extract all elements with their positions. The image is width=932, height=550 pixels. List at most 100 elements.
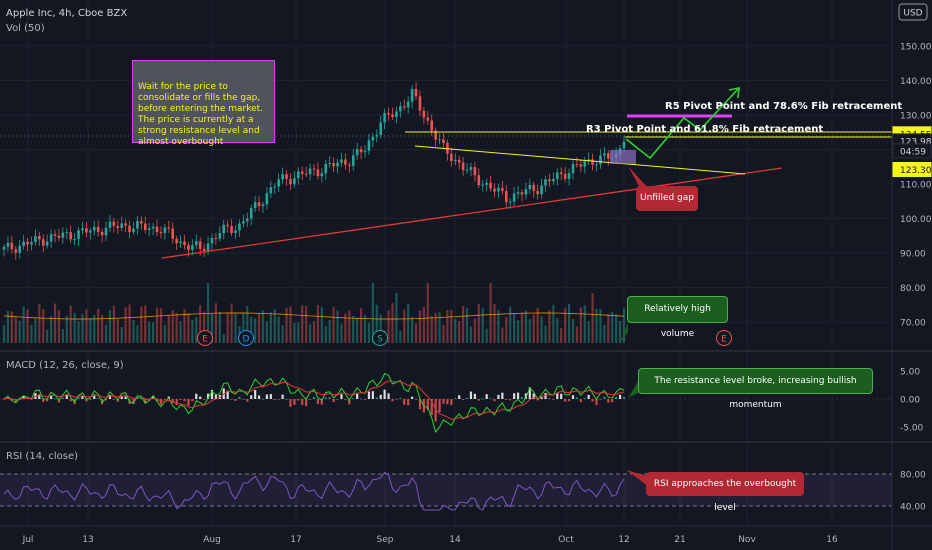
macd-histogram-bar	[426, 399, 429, 411]
note-box[interactable]: Wait for the price to consolidate or fil…	[132, 60, 275, 147]
volume-callout[interactable]: Relatively high volume	[627, 296, 728, 339]
candle-body	[261, 204, 265, 207]
macd-histogram-bar	[567, 399, 571, 402]
volume-bar	[422, 307, 425, 343]
candle-body	[175, 238, 178, 244]
candle-body	[273, 186, 277, 188]
support-trendline[interactable]	[161, 167, 783, 259]
candle-body	[49, 234, 53, 242]
time-tick-label: Nov	[738, 535, 756, 545]
candle-body	[351, 155, 355, 166]
macd-histogram-bar	[199, 396, 202, 399]
projection-path[interactable]	[625, 88, 739, 160]
price-candles	[2, 82, 626, 260]
gap-callout[interactable]: Unfilled gap	[636, 186, 698, 211]
macd-histogram-bar	[242, 398, 245, 400]
rsi-callout[interactable]: RSI approaches the overbought level	[646, 472, 804, 513]
volume-bar	[167, 315, 170, 343]
volume-bar	[285, 307, 288, 343]
candle-body	[359, 149, 363, 153]
candle-body	[461, 162, 465, 171]
candle-body	[528, 184, 532, 190]
volume-bar	[332, 306, 335, 343]
volume-bar	[155, 307, 159, 343]
volume-bar	[544, 325, 547, 343]
candle-body	[104, 227, 108, 236]
volume-bar	[281, 325, 284, 343]
price-badge	[892, 143, 932, 159]
macd-histogram-bar	[152, 396, 155, 399]
time-tick-label: 21	[674, 535, 685, 545]
macd-histogram-bar	[560, 393, 563, 399]
macd-histogram-bar	[159, 399, 163, 405]
macd-histogram-bar	[22, 396, 25, 399]
volume-bar	[140, 306, 143, 343]
volume-bar	[340, 323, 343, 343]
volume-bar	[230, 303, 233, 343]
volume-bar	[348, 310, 351, 343]
macd-histogram-bar	[403, 399, 406, 405]
candle-body	[300, 171, 304, 174]
macd-histogram-bar	[520, 397, 524, 399]
macd-histogram-bar	[293, 399, 296, 405]
macd-histogram-bar	[513, 393, 516, 399]
macd-histogram-bar	[265, 394, 269, 399]
candle-body	[355, 149, 359, 156]
volume-bar	[363, 315, 367, 343]
candle-body	[281, 174, 284, 180]
macd-histogram-bar	[46, 399, 49, 402]
volume-bar	[34, 317, 37, 343]
volume-bar	[359, 308, 363, 343]
volume-bar	[257, 313, 261, 343]
candle-body	[453, 159, 457, 162]
volume-bar	[391, 303, 394, 343]
macd-histogram-bar	[187, 399, 190, 406]
volume-bar	[595, 308, 598, 343]
macd-histogram-bar	[454, 398, 457, 399]
candle-body	[65, 232, 69, 234]
volume-bar	[399, 330, 402, 343]
macd-histogram-bar	[462, 399, 465, 400]
gap-highlight	[610, 150, 636, 164]
macd-histogram-bar	[273, 399, 276, 401]
macd-callout-text: The resistance level broke, increasing b…	[654, 376, 857, 410]
candle-body	[38, 236, 41, 240]
candle-body	[132, 228, 135, 232]
candle-body	[222, 224, 226, 234]
volume-bar	[289, 306, 292, 343]
macd-histogram-bar	[548, 398, 551, 399]
candle-body	[89, 230, 92, 233]
time-tick-label: Jul	[22, 535, 34, 545]
candle-body	[497, 187, 500, 192]
candle-body	[402, 106, 406, 108]
macd-histogram-bar	[203, 399, 206, 400]
candle-body	[202, 248, 206, 251]
candle-body	[465, 169, 469, 171]
volume-bar	[89, 318, 92, 343]
macd-callout[interactable]: The resistance level broke, increasing b…	[638, 368, 873, 410]
price-badge	[892, 162, 932, 178]
volume-bar	[136, 325, 139, 343]
volume-bar	[571, 318, 575, 343]
candle-body	[45, 241, 49, 246]
time-axis[interactable]: Jul 13 Aug 17 Sep 14 Oct 12 21 Nov 16	[22, 535, 838, 545]
candle-body	[552, 179, 555, 182]
volume-bar	[85, 309, 88, 343]
volume-bar	[195, 316, 198, 343]
macd-histogram-bar	[305, 399, 308, 407]
macd-histogram-bar	[615, 396, 618, 399]
volume-bar	[367, 322, 371, 343]
macd-histogram-bar	[2, 399, 6, 400]
volume-bar	[38, 303, 41, 343]
macd-histogram-bar	[226, 390, 229, 399]
volume-bar	[128, 304, 131, 343]
currency-button[interactable]: USD	[898, 3, 928, 21]
volume-bar	[175, 313, 178, 343]
macd-histogram-bar	[618, 394, 622, 399]
candle-body	[320, 173, 324, 177]
macd-histogram-bar	[352, 398, 355, 400]
price-axis[interactable]: 150.00140.00130.00120.00110.00100.0090.0…	[900, 43, 932, 513]
descending-trendline[interactable]	[414, 145, 746, 175]
event-marker-circle	[197, 330, 213, 346]
